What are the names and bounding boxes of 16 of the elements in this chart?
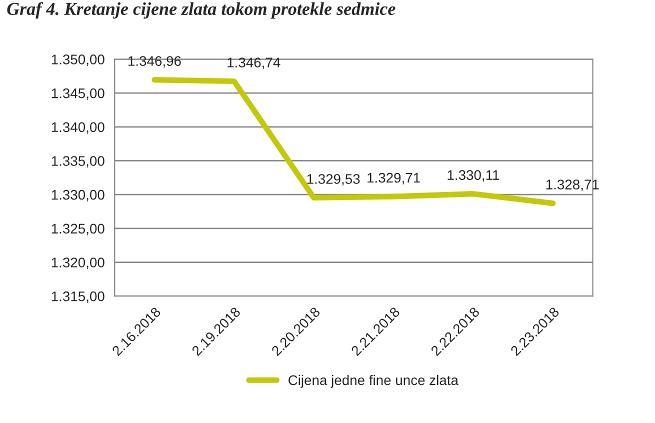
legend-label: Cijena jedne fine unce zlata xyxy=(288,374,458,388)
data-label: 1.346,74 xyxy=(228,58,280,70)
y-tick-label: 1.335,00 xyxy=(52,156,104,168)
y-tick-label: 1.325,00 xyxy=(52,224,104,236)
data-label: 1.346,96 xyxy=(128,56,181,68)
y-tick-label: 1.345,00 xyxy=(52,88,104,100)
data-label: 1.328,71 xyxy=(546,180,599,192)
data-label: 1.329,53 xyxy=(307,174,360,186)
y-tick-label: 1.330,00 xyxy=(52,190,104,202)
data-label: 1.330,11 xyxy=(448,170,500,182)
data-label: 1.329,71 xyxy=(368,172,420,184)
chart-title: Graf 4. Kretanje cijene zlata tokom protekle sedmice xyxy=(7,2,396,19)
y-tick-label: 1.320,00 xyxy=(52,258,104,270)
y-tick-label: 1.350,00 xyxy=(52,54,104,66)
y-tick-label: 1.340,00 xyxy=(52,122,104,134)
y-tick-label: 1.315,00 xyxy=(52,291,104,303)
